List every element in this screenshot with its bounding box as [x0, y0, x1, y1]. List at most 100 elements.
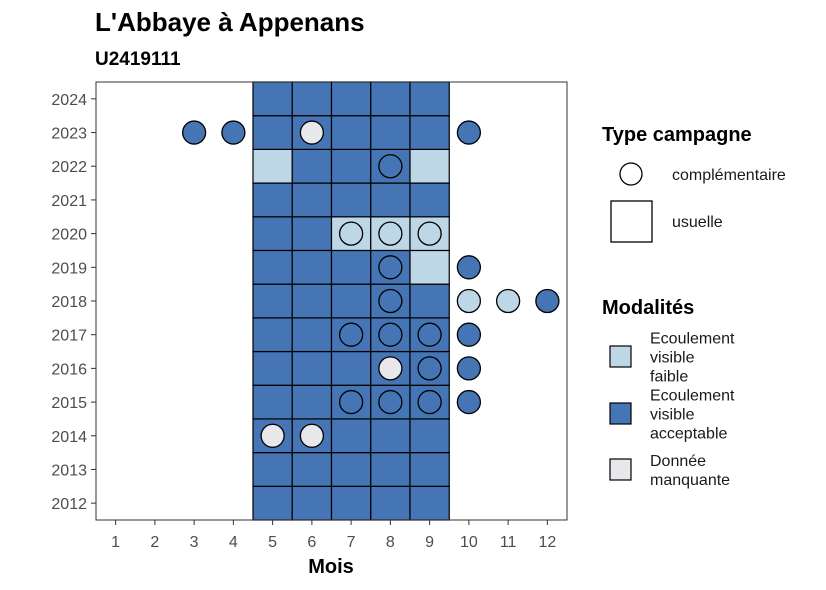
usuelle-cell-2022-5: [252, 148, 293, 184]
usuelle-cell-2021-9: [409, 182, 450, 218]
usuelle-cell-2018-9: [409, 283, 450, 319]
complementaire-point-2017-9: [417, 322, 442, 347]
usuelle-cell-2016-5: [252, 350, 293, 386]
complementaire-point-2022-8: [378, 154, 403, 179]
usuelle-cell-2024-5: [252, 81, 293, 117]
y-tick-label: 2016: [51, 361, 87, 378]
usuelle-cell-2018-5: [252, 283, 293, 319]
complementaire-point-2015-9: [417, 389, 442, 415]
usuelle-cell-2021-5: [252, 182, 293, 218]
modality-legend-items: Ecoulement visible faible Ecoulement visible…: [609, 331, 735, 489]
y-axis: 2012 2013 2014 2015 2016 2017 2018 2019 2020 2021…: [51, 92, 96, 513]
legend: Type campagne complémentaire usuelle Mod…: [602, 124, 786, 489]
complementaire-point-2017-10: [456, 322, 482, 347]
usuelle-cell-2024-7: [330, 81, 372, 117]
usuelle-cell-2022-6: [291, 148, 333, 184]
plot-area: [95, 81, 568, 521]
y-tick-label: 2013: [51, 462, 87, 479]
x-tick-label: 1: [111, 534, 120, 551]
usuelle-cell-2021-6: [291, 182, 333, 218]
legend-title-campaign: Type campagne: [602, 124, 752, 146]
legend-swatch-2: [609, 458, 632, 481]
complementaire-point-2018-12: [535, 288, 560, 314]
x-axis: 1 2 3 4 5 6 7 8 9 10 11 12: [111, 520, 556, 551]
y-tick-label: 2017: [51, 328, 87, 345]
complementaire-point-2017-7: [338, 322, 364, 347]
legend-modality-label: manquante: [650, 472, 730, 489]
legend-title-modalites: Modalités: [602, 297, 694, 319]
complementaire-point-2017-8: [378, 322, 403, 347]
y-tick-label: 2018: [51, 294, 87, 311]
legend-square-key: [610, 200, 653, 243]
complementaire-point-2023-4: [221, 120, 246, 145]
usuelle-cell-2015-5: [252, 384, 293, 420]
legend-modality-label: Ecoulement: [650, 388, 735, 405]
legend-modality-label: faible: [650, 369, 688, 386]
usuelle-cell-2012-9: [409, 485, 450, 521]
complementaire-point-2023-3: [181, 120, 207, 145]
chart-title: L'Abbaye à Appenans: [95, 7, 365, 37]
complementaire-point-2023-10: [456, 120, 482, 145]
chart-subtitle: U2419111: [95, 49, 181, 70]
complementaire-point-2015-7: [338, 389, 364, 415]
complementaire-point-2019-8: [378, 255, 403, 280]
x-tick-label: 4: [229, 534, 238, 551]
complementaire-point-2018-11: [495, 288, 521, 314]
legend-swatch-0: [609, 345, 632, 368]
usuelle-cell-2023-9: [409, 115, 450, 150]
complementaire-point-2020-8: [378, 221, 403, 246]
y-tick-label: 2019: [51, 260, 87, 277]
usuelle-squares: [252, 81, 450, 521]
usuelle-cell-2017-5: [252, 317, 293, 353]
complementaire-point-2018-10: [456, 288, 482, 314]
usuelle-cell-2019-5: [252, 249, 293, 285]
complementaire-point-2016-10: [456, 356, 482, 381]
y-tick-label: 2024: [51, 92, 87, 109]
usuelle-cell-2018-6: [291, 283, 333, 319]
usuelle-cell-2020-6: [291, 216, 333, 252]
complementaire-point-2016-9: [417, 356, 442, 381]
legend-swatch-1: [609, 402, 632, 425]
usuelle-cell-2023-8: [370, 115, 411, 150]
usuelle-cell-2012-5: [252, 485, 293, 521]
x-axis-title: Mois: [308, 556, 354, 578]
usuelle-cell-2014-9: [409, 418, 450, 454]
usuelle-cell-2016-7: [330, 350, 372, 386]
usuelle-cell-2024-9: [409, 81, 450, 117]
legend-label-complementaire: complémentaire: [672, 167, 786, 184]
usuelle-cell-2013-5: [252, 452, 293, 487]
usuelle-cell-2020-5: [252, 216, 293, 252]
usuelle-cell-2023-5: [252, 115, 293, 150]
legend-label-usuelle: usuelle: [672, 214, 723, 231]
usuelle-cell-2019-6: [291, 249, 333, 285]
usuelle-cell-2014-7: [330, 418, 372, 454]
x-tick-label: 10: [460, 534, 478, 551]
y-tick-label: 2015: [51, 395, 87, 412]
usuelle-cell-2016-6: [291, 350, 333, 386]
x-tick-label: 7: [347, 534, 356, 551]
y-tick-label: 2023: [51, 126, 87, 143]
y-tick-label: 2020: [51, 227, 87, 244]
usuelle-cell-2012-7: [330, 485, 372, 521]
complementaire-point-2014-5: [260, 423, 285, 448]
complementaire-point-2014-6: [299, 423, 325, 448]
legend-modality-label: Ecoulement: [650, 331, 735, 348]
x-tick-label: 12: [538, 534, 556, 551]
usuelle-cell-2013-8: [370, 452, 411, 487]
usuelle-cell-2024-6: [291, 81, 333, 117]
usuelle-cell-2014-8: [370, 418, 411, 454]
legend-modality-label: Donnée: [650, 453, 706, 470]
complementaire-point-2020-7: [338, 221, 364, 246]
complementaire-point-2023-6: [299, 120, 325, 145]
complementaire-point-2015-10: [456, 389, 482, 415]
usuelle-cell-2021-8: [370, 182, 411, 218]
x-tick-label: 5: [268, 534, 277, 551]
usuelle-cell-2012-8: [370, 485, 411, 521]
complementaire-point-2020-9: [417, 221, 442, 246]
usuelle-cell-2024-8: [370, 81, 411, 117]
usuelle-cell-2022-9: [409, 148, 450, 184]
usuelle-cell-2013-7: [330, 452, 372, 487]
usuelle-cell-2013-6: [291, 452, 333, 487]
usuelle-cell-2022-7: [330, 148, 372, 184]
usuelle-cell-2018-7: [330, 283, 372, 319]
